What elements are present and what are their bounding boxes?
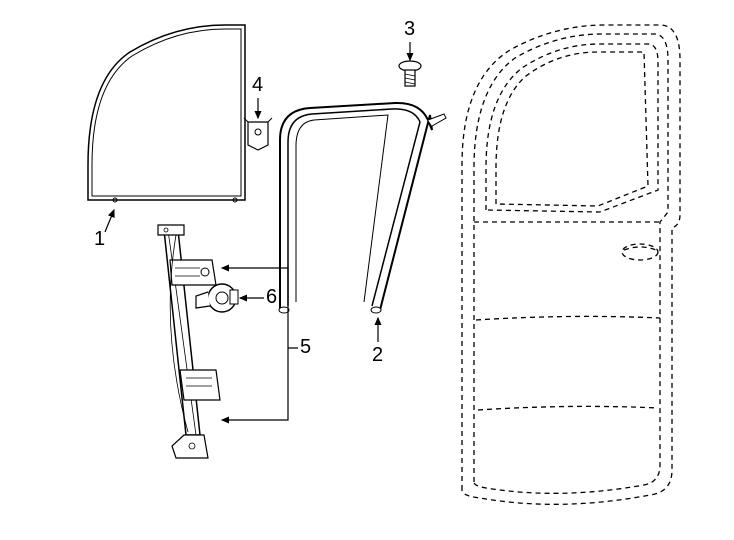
parts-diagram: 1 2 3 4 5 6 [0,0,734,540]
callout-label-3: 3 [404,18,415,41]
callout-label-2: 2 [372,344,383,367]
window-regulator [158,225,220,458]
bracket-clip [244,118,272,150]
callout-label-4: 4 [252,74,263,97]
glass-run-channel [279,103,446,313]
callout-label-6: 6 [266,286,277,309]
screw [399,61,421,86]
door-glass [88,25,245,202]
window-motor [196,284,238,312]
callout-arrows [105,42,410,420]
callout-label-5: 5 [300,336,311,359]
callout-label-1: 1 [94,228,105,251]
door-shell-reference [462,25,680,504]
diagram-svg [0,0,734,540]
